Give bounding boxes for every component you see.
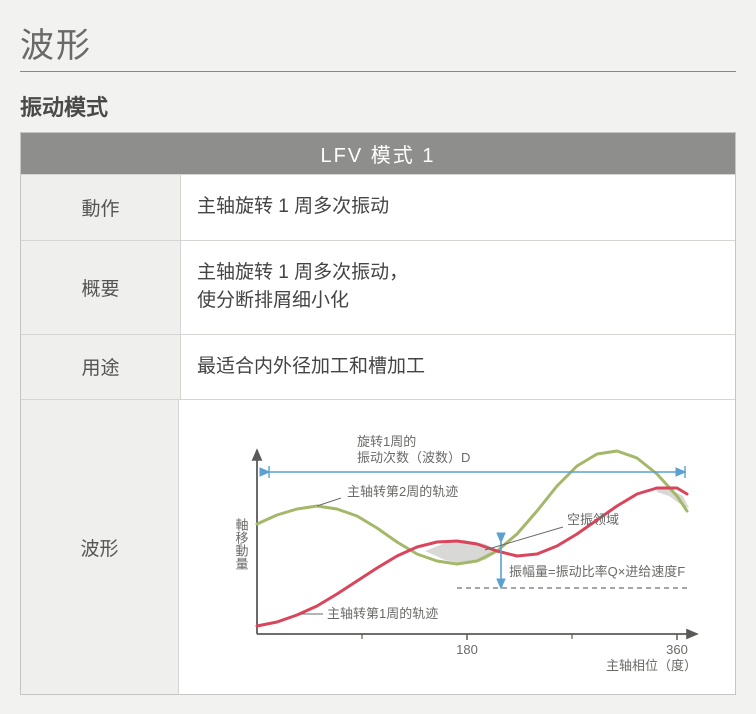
row-value-summary: 主轴旋转 1 周多次振动， 使分断排屑细小化 <box>181 241 735 334</box>
mode-table: LFV 模式 1 動作 主轴旋转 1 周多次振动 概要 主轴旋转 1 周多次振动… <box>20 132 736 695</box>
row-value-action: 主轴旋转 1 周多次振动 <box>181 175 735 240</box>
svg-text:360: 360 <box>666 642 688 657</box>
table-row: 用途 最适合内外径加工和槽加工 <box>21 334 735 400</box>
table-row: 波形 180 360 軸移動量主轴相位（度） 旋转1周的振动次数（波数）D 主轴转第2周… <box>21 399 735 694</box>
table-row: 動作 主轴旋转 1 周多次振动 <box>21 174 735 240</box>
svg-text:主轴相位（度）: 主轴相位（度） <box>606 658 697 673</box>
svg-text:180: 180 <box>456 642 478 657</box>
table-header: LFV 模式 1 <box>21 133 735 174</box>
svg-text:空振领域: 空振领域 <box>567 512 619 527</box>
row-label-use: 用途 <box>21 335 181 400</box>
row-value-waveform: 180 360 軸移動量主轴相位（度） 旋转1周的振动次数（波数）D 主轴转第2周的轨迹… <box>179 400 735 694</box>
row-value-use: 最适合内外径加工和槽加工 <box>181 335 735 400</box>
svg-text:主轴转第1周的轨迹: 主轴转第1周的轨迹 <box>327 606 438 621</box>
svg-text:振幅量=振动比率Q×进给速度F: 振幅量=振动比率Q×进给速度F <box>509 564 685 579</box>
svg-text:主轴转第2周的轨迹: 主轴转第2周的轨迹 <box>347 484 458 499</box>
section-title: 振动模式 <box>20 90 736 122</box>
row-label-action: 動作 <box>21 175 181 240</box>
waveform-chart: 180 360 軸移動量主轴相位（度） 旋转1周的振动次数（波数）D 主轴转第2周的轨迹… <box>197 416 717 676</box>
svg-text:旋转1周的: 旋转1周的 <box>357 434 416 449</box>
svg-text:軸移動量: 軸移動量 <box>234 518 249 570</box>
svg-text:振动次数（波数）D: 振动次数（波数）D <box>357 450 470 465</box>
row-label-summary: 概要 <box>21 241 181 334</box>
table-row: 概要 主轴旋转 1 周多次振动， 使分断排屑细小化 <box>21 240 735 334</box>
page-title: 波形 <box>20 18 736 72</box>
row-label-waveform: 波形 <box>21 400 179 694</box>
